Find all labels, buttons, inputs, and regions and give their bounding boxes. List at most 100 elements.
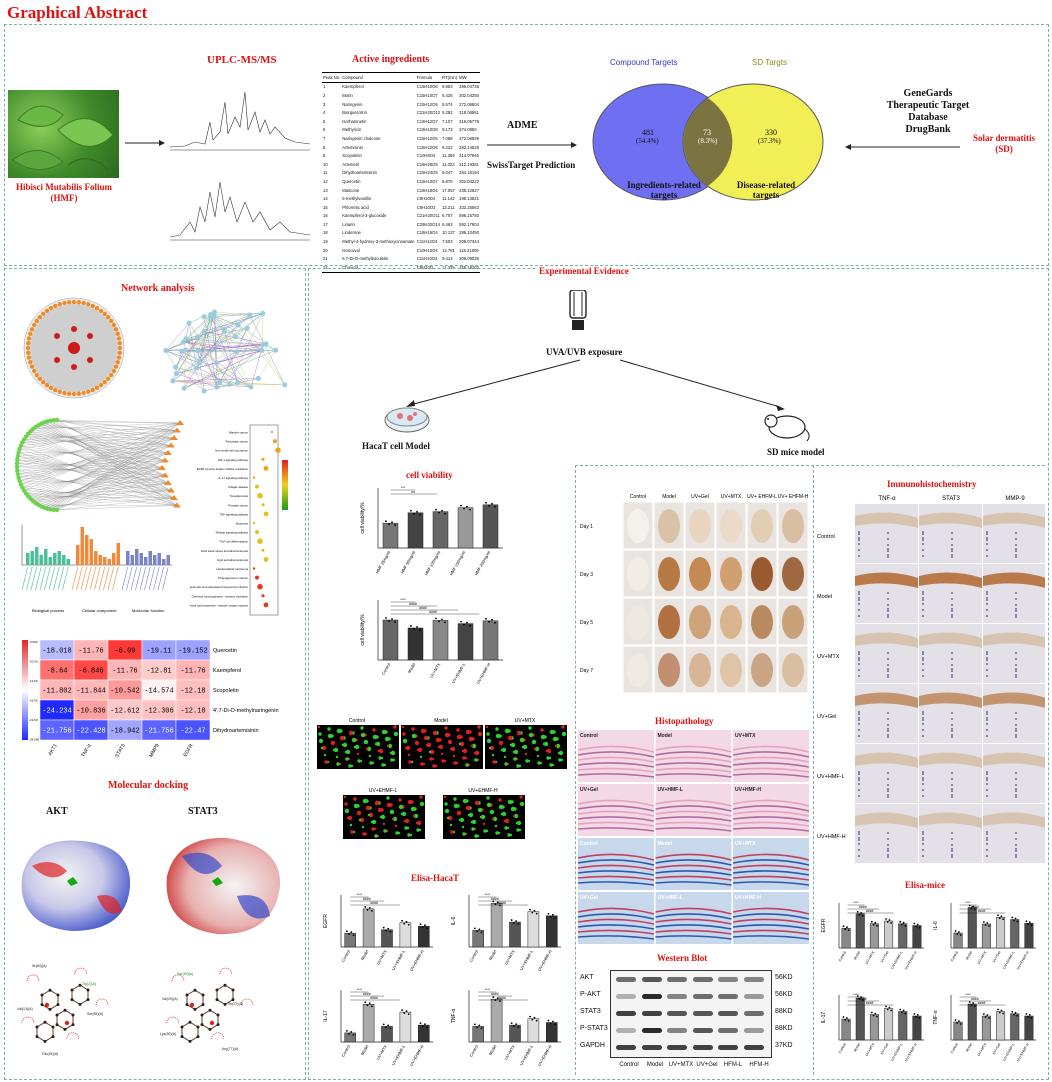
label: Model: [965, 1042, 973, 1052]
nucleus: [951, 616, 953, 618]
bar: [996, 917, 1005, 948]
cell-dot: [390, 758, 393, 761]
bar: [546, 1023, 557, 1043]
data-point: [517, 1026, 519, 1028]
data-point: [460, 621, 462, 623]
nucleus: [858, 735, 860, 737]
network-node: [38, 315, 42, 319]
data-point: [410, 625, 412, 627]
table-cell: Methyricin: [341, 126, 416, 135]
data-point: [1027, 1016, 1029, 1018]
atom: [36, 1035, 39, 1038]
go-term-label: [99, 567, 105, 590]
data-point: [915, 1016, 917, 1018]
data-point: [364, 906, 366, 908]
cell-dot: [457, 735, 461, 739]
go-term-label: [90, 567, 96, 590]
cell-dot: [516, 828, 519, 831]
label: ####: [429, 610, 437, 614]
elisa-hacat-title: Elisa-HacaT: [411, 873, 459, 883]
nucleus: [858, 543, 860, 545]
data-point: [873, 1015, 875, 1017]
ihc-grid: TNF-α STAT3 MMP-9ControlModelUV+MTXUV+GelU…: [815, 492, 1045, 864]
blot-protein-label: P-STAT3: [580, 1025, 608, 1032]
nucleus: [858, 795, 860, 797]
table-cell: 198.13821: [458, 194, 480, 203]
label: UV+EHMF-L: [451, 661, 467, 684]
nucleus: [1015, 736, 1017, 738]
label: UV+MTX: [977, 950, 988, 965]
nucleus: [1015, 532, 1017, 534]
table-cell: Artemetil: [341, 160, 416, 169]
nucleus: [858, 603, 860, 605]
kegg-bubble: [255, 530, 259, 534]
cell-dot: [462, 750, 464, 752]
cell-dot: [448, 740, 452, 744]
nucleus: [922, 849, 924, 851]
molecule-ring: [57, 1010, 73, 1029]
nucleus: [1015, 712, 1017, 714]
cell-dot: [462, 756, 465, 759]
label: UV+HMF-H: [817, 834, 846, 840]
kegg-bubble: [255, 576, 259, 580]
cell-dot: [362, 832, 365, 835]
table-cell: 16: [322, 212, 341, 221]
label: HMF 25mg/ml: [374, 550, 391, 574]
data-point: [955, 930, 957, 932]
atom: [216, 989, 219, 992]
nucleus: [986, 711, 988, 713]
label: UV+MTX: [977, 1042, 988, 1057]
nucleus: [887, 532, 889, 534]
table-row: 16 Kaempferol-3-glucoside C21H20O11 6.707 59…: [322, 212, 480, 221]
data-point: [438, 512, 440, 514]
cell-dot: [462, 826, 464, 828]
cell-dot: [487, 739, 491, 743]
venn-sd-targets: SD Targts: [752, 58, 787, 67]
label: -10.836: [76, 708, 105, 716]
cell-dot: [432, 764, 435, 767]
label: -12.18: [180, 688, 205, 696]
data-point: [874, 922, 876, 924]
table-row: 20 Isoscoval C10H10O4 12.781 118.21809: [322, 246, 480, 255]
skin-patch: [689, 653, 711, 687]
table-cell: 9.173: [441, 126, 458, 135]
data-point: [915, 926, 917, 928]
nucleus: [951, 668, 953, 670]
cell-dot: [354, 804, 358, 808]
nucleus: [858, 779, 860, 781]
table-cell: Morin: [341, 91, 416, 100]
kegg-bubble: [273, 439, 277, 443]
cell-dot: [504, 826, 507, 829]
nucleus: [1015, 794, 1017, 796]
table-header: MW: [458, 73, 480, 83]
nucleus: [986, 599, 988, 601]
cell-dot: [474, 752, 476, 754]
label: cell viability/%: [360, 614, 366, 646]
label: Control: [340, 949, 351, 963]
data-point: [983, 921, 985, 923]
compound-node: [173, 428, 181, 433]
ppi-node: [245, 326, 250, 331]
cell-dot: [528, 726, 531, 729]
cell-dot: [383, 829, 386, 832]
go-term-label: [122, 567, 128, 590]
label: -24.000: [29, 738, 40, 742]
nucleus: [951, 736, 953, 738]
data-point: [410, 510, 412, 512]
nucleus: [887, 844, 889, 846]
label: -11.844: [76, 688, 105, 696]
data-point: [958, 931, 960, 933]
table-cell: Artemisinin: [341, 143, 416, 152]
cell-dot: [475, 801, 479, 805]
label: Lipid and atherosclerosis: [217, 558, 249, 562]
cell-dot: [386, 796, 389, 799]
data-point: [997, 1009, 999, 1011]
label: Day 1: [580, 524, 593, 530]
data-point: [491, 503, 493, 505]
nucleus: [986, 789, 988, 791]
skin-patch: [720, 509, 742, 543]
go-bar: [31, 551, 35, 565]
blot-lane-label: HFM-L: [719, 1062, 747, 1068]
label: -10.542: [110, 688, 139, 696]
cell-dot: [447, 817, 449, 819]
